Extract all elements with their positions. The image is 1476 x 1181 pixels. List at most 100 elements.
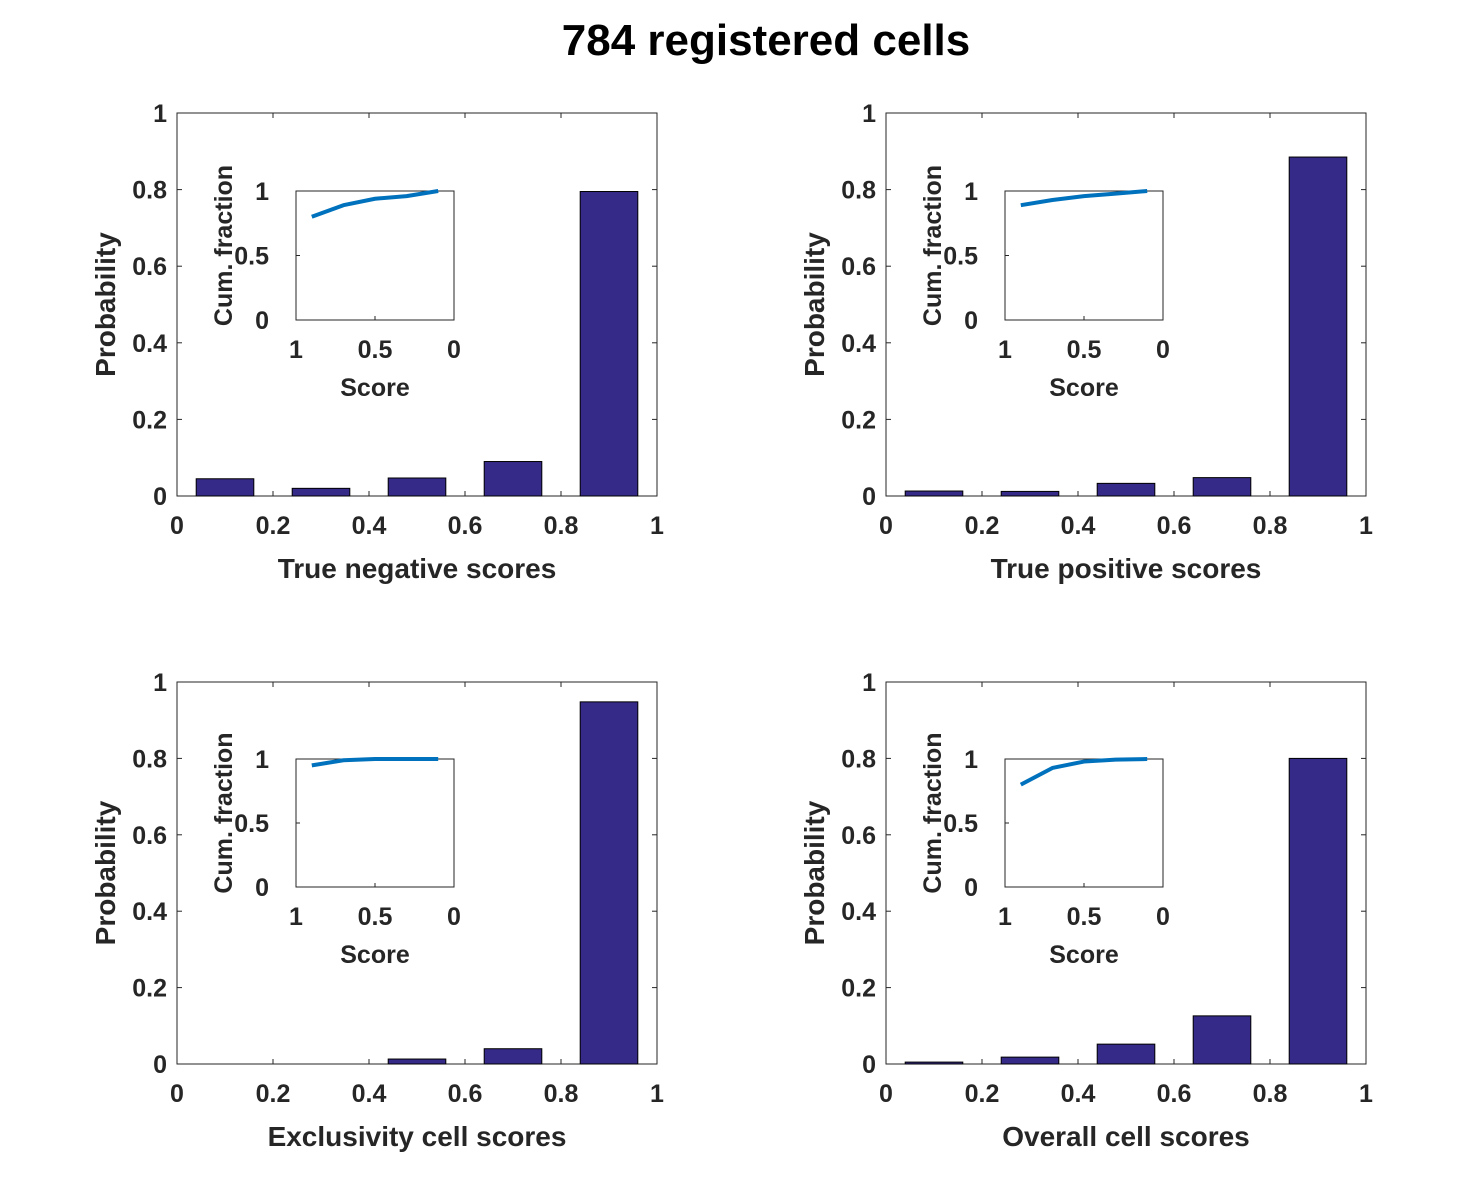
histogram-bar: [1192, 477, 1252, 497]
inset-y-axis-label: Cum. fraction: [210, 165, 238, 326]
histogram-bar: [904, 1061, 964, 1065]
inset-x-axis-label: Score: [1049, 941, 1119, 969]
histogram-bar: [904, 490, 964, 497]
inset-axes: 1 0.5 0 0 0.5 1 Score Cum. fraction: [919, 732, 1170, 969]
x-tick-label: 0: [879, 1080, 893, 1108]
figure-title: 784 registered cells: [562, 16, 970, 65]
inset-box: [295, 758, 455, 888]
inset-cumulative-line: [1019, 757, 1148, 787]
y-tick-label: 0.8: [132, 745, 167, 773]
histogram-bar: [1288, 156, 1348, 497]
y-tick-label: 1: [862, 669, 876, 697]
y-tick-label: 0.6: [841, 253, 876, 281]
x-tick-label: 0.4: [1061, 512, 1096, 540]
inset-axes: 1 0.5 0 0 0.5 1 Score Cum. fraction: [919, 165, 1170, 402]
inset-x-axis-label: Score: [340, 374, 410, 402]
histogram-bar: [1000, 490, 1060, 497]
inset-axes: 1 0.5 0 0 0.5 1 Score Cum. fraction: [210, 165, 461, 402]
y-tick-label: 0.8: [132, 177, 167, 205]
inset-x-tick-label: 0: [1156, 903, 1170, 931]
y-tick-label: 0.2: [841, 975, 876, 1003]
y-tick-label: 1: [862, 100, 876, 128]
inset-x-axis-label: Score: [340, 941, 410, 969]
inset-cumulative-line: [1020, 189, 1148, 208]
x-tick-label: 0: [170, 512, 184, 540]
x-tick-label: 0.4: [352, 512, 387, 540]
y-tick-label: 0.4: [132, 898, 167, 926]
y-tick-label: 0.4: [841, 898, 876, 926]
histogram-bar: [1288, 757, 1348, 1065]
inset-x-axis-label: Score: [1049, 374, 1119, 402]
inset-y-tick-label: 0: [255, 307, 269, 335]
x-tick-label: 1: [1359, 1080, 1373, 1108]
y-tick-label: 0.2: [132, 406, 167, 434]
inset-y-axis-label: Cum. fraction: [919, 165, 947, 326]
x-tick-label: 0.8: [1253, 512, 1288, 540]
inset-y-tick-label: 1: [255, 178, 269, 206]
x-tick-label: 0.6: [448, 1080, 483, 1108]
y-tick-label: 0: [153, 483, 167, 511]
inset-x-tick-label: 0: [1156, 336, 1170, 364]
inset-x-tick-label: 0.5: [1067, 336, 1102, 364]
x-tick-label: 1: [650, 512, 664, 540]
x-tick-label: 0.2: [256, 1080, 291, 1108]
histogram-bar: [1096, 1043, 1156, 1065]
x-axis-label: True negative scores: [278, 553, 557, 584]
y-tick-label: 0.4: [132, 330, 167, 358]
x-tick-label: 0.6: [448, 512, 483, 540]
y-tick-label: 0.8: [841, 745, 876, 773]
y-tick-label: 0: [862, 483, 876, 511]
y-tick-label: 0.6: [132, 822, 167, 850]
y-axis-label: Probability: [90, 232, 121, 377]
y-axis-label: Probability: [90, 800, 121, 945]
inset-y-tick-label: 1: [964, 746, 978, 774]
x-tick-label: 0.4: [352, 1080, 387, 1108]
histogram-bar: [579, 191, 639, 497]
y-tick-label: 0.4: [841, 330, 876, 358]
histogram-bar: [387, 1058, 447, 1065]
x-tick-label: 1: [650, 1080, 664, 1108]
inset-x-tick-label: 0.5: [358, 903, 393, 931]
x-axis-label: True positive scores: [991, 553, 1262, 584]
histogram-bar: [1000, 1056, 1060, 1065]
inset-y-tick-label: 1: [255, 746, 269, 774]
y-tick-label: 0: [153, 1051, 167, 1079]
histogram-bar: [1192, 1015, 1252, 1065]
y-tick-label: 1: [153, 669, 167, 697]
inset-y-tick-label: 0.5: [943, 243, 978, 271]
y-axis-label: Probability: [799, 232, 830, 377]
inset-x-tick-label: 1: [998, 903, 1012, 931]
x-axis-label: Exclusivity cell scores: [268, 1121, 567, 1152]
y-tick-label: 0.2: [841, 406, 876, 434]
y-tick-label: 0: [862, 1051, 876, 1079]
inset-x-tick-label: 0.5: [1067, 903, 1102, 931]
x-tick-label: 0.8: [544, 1080, 579, 1108]
histogram-bar: [1096, 482, 1156, 497]
inset-y-tick-label: 1: [964, 178, 978, 206]
inset-y-tick-label: 0.5: [234, 810, 269, 838]
inset-y-tick-label: 0: [255, 874, 269, 902]
x-tick-label: 0.2: [965, 512, 1000, 540]
x-tick-label: 0.2: [256, 512, 291, 540]
inset-y-tick-label: 0: [964, 874, 978, 902]
subplot-3: 0 0.2 0.4 0.6 0.8 100.20.40.60.81Exclusivity …: [90, 669, 664, 1152]
histogram-bar: [483, 461, 543, 497]
inset-x-tick-label: 1: [289, 903, 303, 931]
x-tick-label: 0.2: [965, 1080, 1000, 1108]
inset-y-axis-label: Cum. fraction: [210, 732, 238, 893]
histogram-bar: [483, 1048, 543, 1065]
histogram-bar: [195, 478, 255, 497]
inset-x-tick-label: 1: [289, 336, 303, 364]
x-tick-label: 0.4: [1061, 1080, 1096, 1108]
inset-y-tick-label: 0.5: [943, 810, 978, 838]
inset-x-tick-label: 1: [998, 336, 1012, 364]
x-tick-label: 0.8: [544, 512, 579, 540]
x-axis-label: Overall cell scores: [1002, 1121, 1250, 1152]
inset-box: [1004, 190, 1164, 321]
y-tick-label: 0.6: [841, 822, 876, 850]
histogram-bar: [291, 487, 351, 497]
